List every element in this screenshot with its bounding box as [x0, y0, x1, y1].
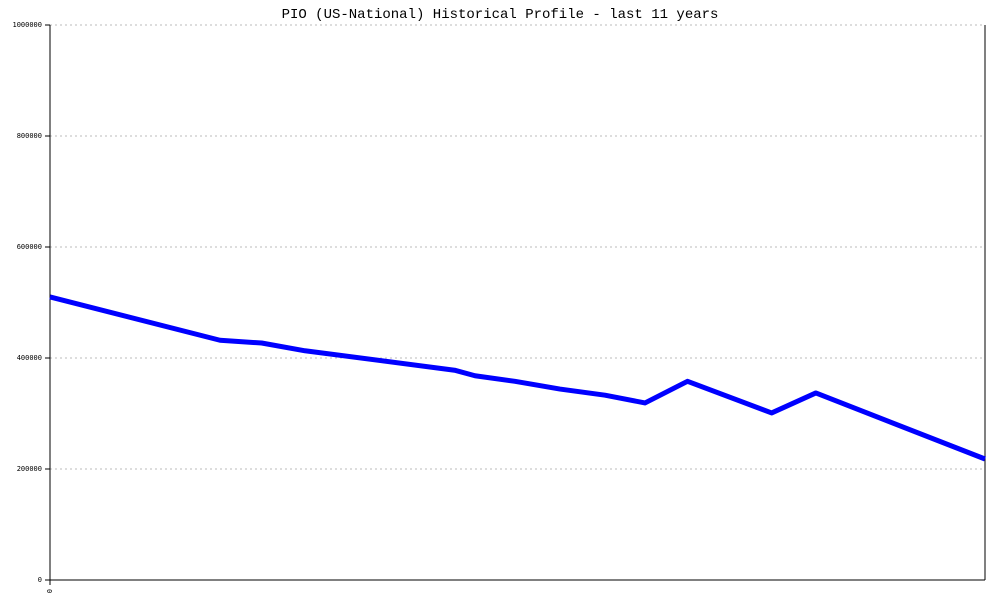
y-tick-label: 600000 — [17, 243, 42, 251]
series-line — [49, 294, 986, 462]
y-tick-label: 1000000 — [12, 21, 42, 29]
series-group — [49, 294, 986, 462]
y-axis-ticks: 0 200000 400000 600000 800000 1000000 — [12, 21, 50, 584]
x-tick-label: 0 — [46, 589, 54, 593]
y-tick-label: 0 — [38, 576, 42, 584]
y-tick-label: 400000 — [17, 354, 42, 362]
y-tick-label: 800000 — [17, 132, 42, 140]
x-axis-ticks: 0 — [46, 580, 54, 593]
chart-title: PIO (US-National) Historical Profile - l… — [282, 7, 719, 23]
grid — [50, 24, 985, 470]
y-tick-label: 200000 — [17, 465, 42, 473]
